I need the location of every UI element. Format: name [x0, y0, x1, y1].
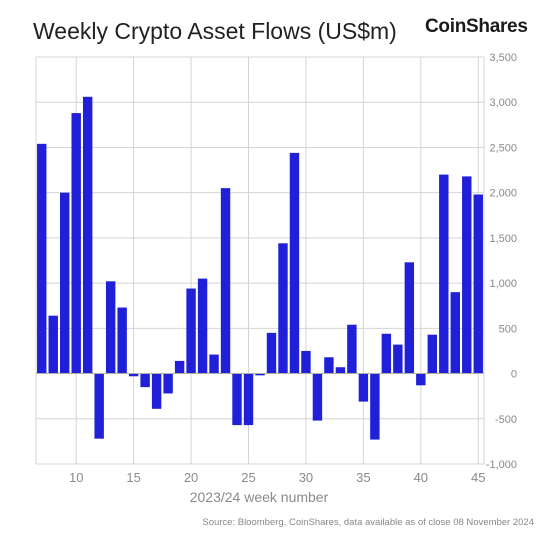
y-tick-label: 2,500 — [489, 142, 517, 154]
y-tick-label: -1,000 — [486, 459, 517, 471]
y-axis-ticks: 3,500 3,000 2,500 2,000 1,500 1,000 500 0 -500 -1… — [486, 52, 517, 471]
y-tick-label: 2,000 — [489, 188, 517, 200]
bar-week-24 — [232, 373, 242, 426]
x-tick-label: 10 — [69, 470, 83, 485]
x-axis-label: 2023/24 week number — [190, 489, 329, 505]
bar-week-38 — [393, 344, 403, 374]
x-tick-label: 30 — [299, 470, 313, 485]
x-tick-label: 40 — [414, 470, 428, 485]
bar-week-8 — [48, 315, 58, 374]
coinshares-logo: CoinShares — [425, 16, 528, 37]
x-tick-label: 45 — [471, 470, 485, 485]
bar-week-35 — [358, 373, 369, 402]
bar-week-12 — [94, 373, 104, 439]
bar-week-40 — [416, 373, 426, 386]
y-tick-label: -500 — [495, 414, 517, 426]
bar-week-23 — [220, 188, 231, 374]
bar-week-18 — [163, 373, 173, 394]
bar-week-28 — [278, 243, 288, 374]
bar-week-7 — [37, 143, 47, 374]
bar-week-17 — [151, 373, 162, 409]
bar-week-33 — [335, 367, 346, 374]
bar-week-13 — [105, 281, 116, 374]
bar-week-22 — [209, 354, 219, 374]
y-tick-label: 500 — [499, 323, 517, 335]
bar-week-19 — [174, 360, 185, 374]
x-tick-label: 35 — [356, 470, 370, 485]
x-tick-label: 25 — [241, 470, 255, 485]
bar-week-14 — [117, 307, 127, 374]
bars — [37, 96, 483, 440]
bar-week-16 — [140, 373, 150, 388]
bar-week-42 — [439, 174, 449, 374]
y-tick-label: 1,000 — [489, 278, 517, 290]
bar-week-30 — [301, 350, 311, 374]
bar-week-27 — [266, 332, 277, 374]
bar-week-41 — [427, 334, 438, 374]
bar-week-11 — [82, 96, 93, 374]
bar-week-25 — [243, 373, 254, 426]
bar-week-34 — [347, 324, 357, 374]
y-tick-label: 3,000 — [489, 97, 517, 109]
bar-week-15 — [128, 373, 139, 377]
y-tick-label: 1,500 — [489, 233, 517, 245]
bar-week-37 — [381, 333, 392, 374]
x-axis-ticks: 10 15 20 25 30 35 40 45 — [69, 470, 486, 485]
bar-week-39 — [404, 262, 415, 374]
bar-week-45 — [473, 194, 483, 374]
bar-week-29 — [289, 152, 300, 374]
y-tick-label: 3,500 — [489, 52, 517, 64]
x-tick-label: 20 — [184, 470, 198, 485]
bar-week-10 — [71, 113, 81, 374]
bar-week-31 — [312, 373, 323, 421]
bar-week-20 — [186, 288, 196, 374]
x-tick-label: 15 — [126, 470, 140, 485]
bar-week-21 — [197, 278, 208, 374]
source-note: Source: Bloomberg, CoinShares, data avai… — [202, 517, 534, 528]
bar-week-26 — [255, 373, 265, 376]
chart-title: Weekly Crypto Asset Flows (US$m) — [33, 18, 397, 44]
bar-week-36 — [370, 373, 380, 440]
y-tick-label: 0 — [511, 369, 517, 381]
bar-week-9 — [60, 192, 70, 374]
bar-week-32 — [324, 357, 334, 374]
bar-week-44 — [462, 176, 472, 374]
bar-week-43 — [450, 292, 460, 374]
